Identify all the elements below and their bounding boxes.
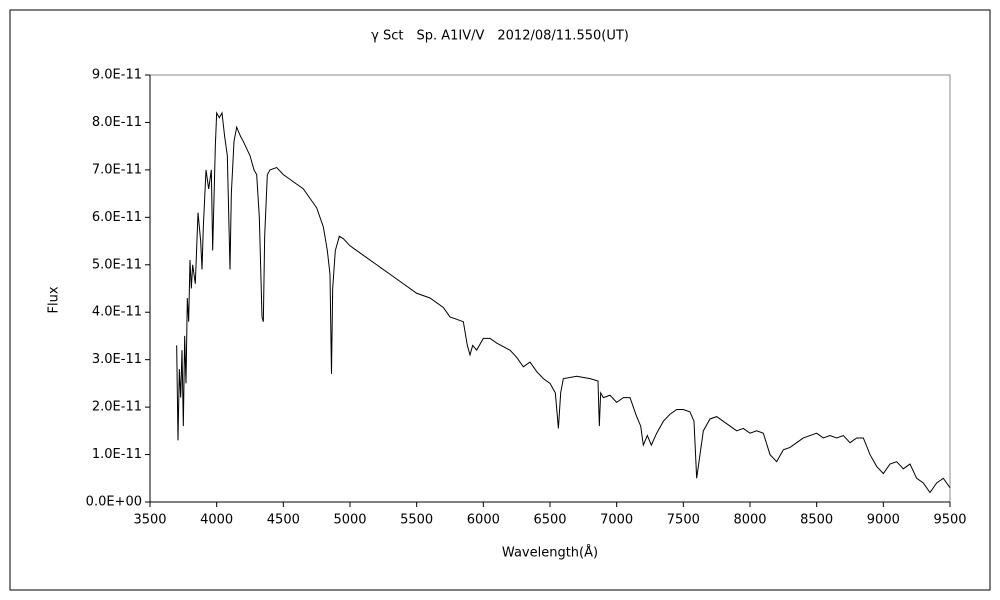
chart-title: γ Sct Sp. A1IV/V 2012/08/11.550(UT) — [371, 29, 629, 44]
spectrum-line — [176, 111, 951, 494]
x-tick-label: 3500 — [133, 513, 166, 528]
y-axis-label: Flux — [47, 286, 62, 313]
y-tick-label: 3.0E-11 — [92, 352, 142, 367]
x-tick-label: 8500 — [800, 513, 833, 528]
x-tick-label: 8000 — [733, 513, 766, 528]
y-tick-label: 7.0E-11 — [92, 162, 142, 177]
x-tick-label: 9000 — [867, 513, 900, 528]
x-tick-label: 6500 — [533, 513, 566, 528]
x-tick-label: 9500 — [933, 513, 966, 528]
chart-frame — [9, 9, 991, 591]
x-tick-label: 4000 — [200, 513, 233, 528]
y-tick-label: 5.0E-11 — [92, 257, 142, 272]
y-tick-label: 4.0E-11 — [92, 305, 142, 320]
y-tick-label: 6.0E-11 — [92, 210, 142, 225]
x-tick-label: 7500 — [667, 513, 700, 528]
x-axis-label: Wavelength(Å) — [502, 545, 598, 561]
y-tick-label: 0.0E+00 — [86, 495, 142, 510]
x-tick-label: 6000 — [467, 513, 500, 528]
x-tick-label: 4500 — [267, 513, 300, 528]
y-tick-label: 2.0E-11 — [92, 400, 142, 415]
y-tick-label: 1.0E-11 — [92, 447, 142, 462]
y-tick-label: 9.0E-11 — [92, 68, 142, 83]
y-tick-label: 8.0E-11 — [92, 115, 142, 130]
x-tick-label: 5000 — [333, 513, 366, 528]
x-tick-label: 5500 — [400, 513, 433, 528]
x-tick-label: 7000 — [600, 513, 633, 528]
